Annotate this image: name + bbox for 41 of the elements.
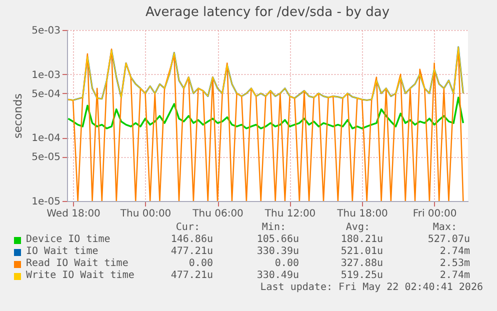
text: 327.88u — [340, 258, 383, 270]
text: Max: — [432, 222, 457, 234]
legend-label: IO Wait time — [26, 246, 98, 258]
x-tick-label: Thu 06:00 — [192, 208, 244, 220]
text: 105.66u — [256, 234, 299, 246]
legend-label: Device IO time — [26, 234, 110, 246]
text: 2.53m — [440, 258, 470, 270]
text: 521.01u — [340, 246, 383, 258]
y-tick-label: 5e-03 — [32, 26, 60, 36]
y-tick-label: 1e-03 — [32, 70, 60, 81]
text: 146.86u — [170, 234, 213, 246]
line-series — [67, 96, 464, 130]
x-tick-label: Wed 18:00 — [46, 208, 100, 220]
text: 330.39u — [256, 246, 299, 258]
text: 0.00 — [188, 258, 213, 270]
text: 519.25u — [340, 270, 383, 282]
text: 330.49u — [256, 270, 299, 282]
text: 180.21u — [340, 234, 383, 246]
text: 477.21u — [170, 246, 213, 258]
text: 477.21u — [170, 270, 213, 282]
y-tick-label: 5e-05 — [32, 152, 60, 164]
text: 0.00 — [274, 258, 299, 270]
y-tick-label: 1e-05 — [32, 196, 60, 208]
x-tick-label: Thu 12:00 — [264, 208, 316, 220]
legend-label: Read IO Wait time — [26, 258, 128, 270]
text: Avg: — [346, 222, 370, 234]
text: Last update: Fri May 22 02:40:41 2026 — [260, 282, 483, 294]
text: 2.74m — [440, 246, 470, 258]
y-tick-label: 5e-04 — [32, 88, 60, 100]
x-tick-label: Fri 00:00 — [412, 208, 457, 220]
legend-label: Write IO Wait time — [26, 270, 134, 282]
text: Cur: — [176, 222, 200, 234]
text: 527.07u — [428, 234, 470, 246]
x-tick-label: Thu 00:00 — [119, 208, 172, 220]
x-tick-label: Thu 18:00 — [336, 208, 388, 220]
line-series — [68, 48, 464, 201]
chart-title: Average latency for /dev/sda - by day — [145, 5, 390, 20]
y-tick-label: 1e-04 — [32, 133, 60, 144]
text: 2.74m — [440, 270, 470, 282]
text: Min: — [262, 222, 286, 234]
y-axis-title: seconds — [12, 93, 25, 138]
